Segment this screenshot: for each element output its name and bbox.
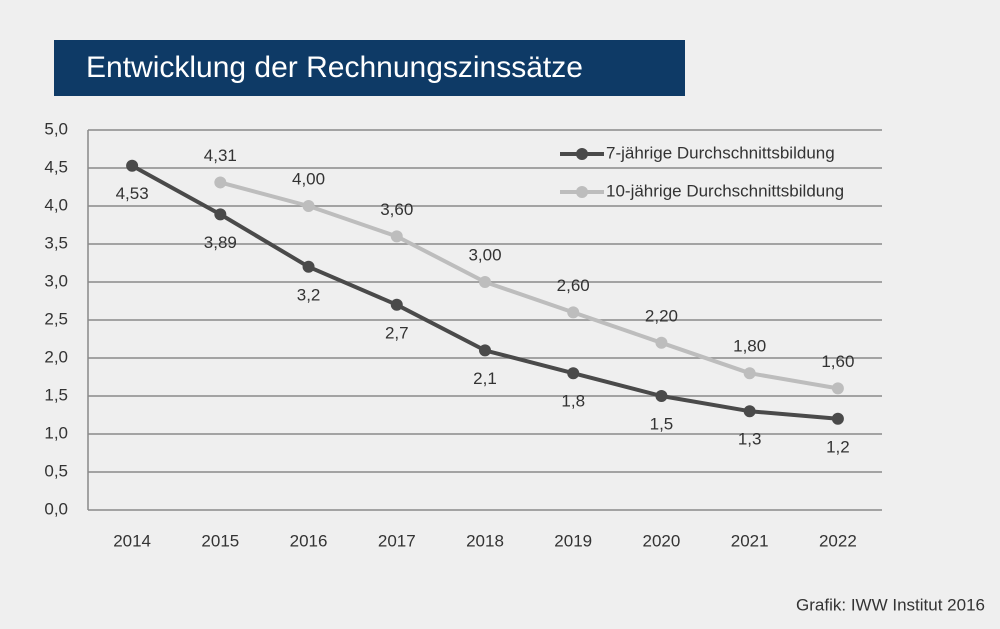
point [743,405,756,418]
y-tick-label: 0,5 [44,461,68,480]
x-tick-label: 2017 [378,531,416,550]
x-tick-label: 2015 [201,531,239,550]
y-tick-label: 2,5 [44,309,68,328]
value-label: 1,80 [733,337,766,356]
point [214,176,227,189]
y-tick-label: 3,5 [44,233,68,252]
value-label: 1,2 [826,437,850,456]
x-tick-label: 2020 [643,531,681,550]
title-box [54,40,685,96]
point [214,208,227,221]
point [567,367,580,380]
y-tick-label: 4,0 [44,195,68,214]
value-label: 2,1 [473,369,497,388]
point [655,336,668,349]
value-label: 2,60 [557,276,590,295]
x-tick-label: 2016 [290,531,328,550]
point [390,298,403,311]
point [831,412,844,425]
chart-title: Entwicklung der Rechnungszinssätze [86,51,583,84]
legend-marker [576,186,588,198]
y-tick-label: 1,0 [44,423,68,442]
legend-label: 10-jährige Durchschnittsbildung [606,181,844,200]
y-tick-label: 2,0 [44,347,68,366]
value-label: 3,2 [297,285,321,304]
x-tick-label: 2014 [113,531,151,550]
value-label: 1,3 [738,430,762,449]
source: Grafik: IWW Institut 2016 [796,595,985,614]
value-label: 3,00 [468,245,501,264]
value-label: 2,20 [645,306,678,325]
value-label: 1,8 [561,392,585,411]
x-tick-label: 2022 [819,531,857,550]
point [126,159,139,172]
value-label: 1,60 [821,352,854,371]
legend-marker [576,148,588,160]
x-tick-label: 2019 [554,531,592,550]
value-label: 4,31 [204,146,237,165]
series-line [219,180,839,391]
point [302,200,315,212]
y-tick-label: 1,5 [44,385,68,404]
point [479,276,491,288]
point [390,230,403,243]
point [567,306,580,319]
legend-label: 7-jährige Durchschnittsbildung [606,143,835,162]
point [479,344,491,357]
x-tick-label: 2021 [731,531,769,550]
y-tick-label: 4,5 [44,157,68,176]
value-label: 3,89 [204,233,237,252]
point [302,260,315,273]
value-label: 4,53 [116,184,149,203]
y-tick-label: 0,0 [44,499,68,518]
value-label: 4,00 [292,169,325,188]
point [743,367,756,380]
value-label: 3,60 [380,200,413,219]
value-label: 1,5 [650,414,674,433]
point [655,390,668,402]
x-tick-label: 2018 [466,531,504,550]
y-tick-label: 5,0 [44,119,68,138]
point [831,382,844,395]
y-tick-label: 3,0 [44,271,68,290]
value-label: 2,7 [385,323,409,342]
